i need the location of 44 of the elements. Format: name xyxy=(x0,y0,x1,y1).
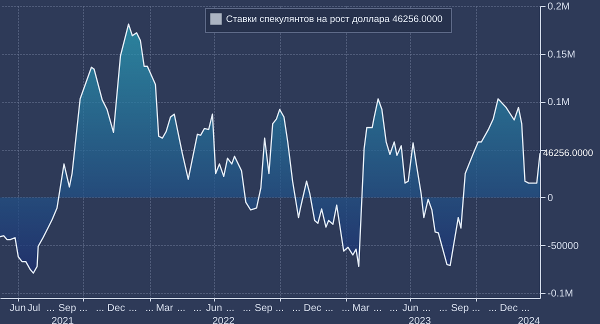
legend-label: Ставки спекулянтов на рост доллара 46256.0000 xyxy=(226,14,443,25)
x-tick-label: ... xyxy=(128,303,138,314)
x-tick-label: Jun xyxy=(402,303,418,314)
x-tick-label: ... xyxy=(422,303,431,314)
x-tick-label: ... xyxy=(390,303,398,314)
x-tick-label: ... xyxy=(373,303,382,314)
x-tick-label: Jun xyxy=(10,303,26,314)
y-tick-label: 0.2M xyxy=(548,2,570,12)
x-tick-label: ... xyxy=(193,303,202,314)
x-tick-label: ... xyxy=(488,303,497,314)
x-tick-label: ... xyxy=(292,303,301,314)
x-tick-label: Dec xyxy=(304,303,322,314)
x-tick-label: Sep xyxy=(254,303,273,314)
annotation: 46256.0000 xyxy=(543,148,594,160)
x-tick-label: Mar xyxy=(352,303,370,314)
x-tick-label: Mar xyxy=(156,303,174,314)
x-tick-label: ... xyxy=(276,303,284,314)
x-tick-label: Dec xyxy=(107,303,126,314)
x-tick-label: Sep xyxy=(58,303,77,314)
text: 2022 xyxy=(212,316,236,324)
y-tick-label: 0 xyxy=(548,192,554,204)
x-tick-label: ... xyxy=(521,303,530,314)
x-tick-label: ... xyxy=(342,303,350,314)
x-tick-label: ... xyxy=(439,303,448,314)
x-tick-label: Jul xyxy=(27,303,40,314)
text: 2023 xyxy=(408,316,432,324)
x-tick-label: ... xyxy=(472,303,480,314)
x-tick-label: ... xyxy=(46,303,55,314)
x-tick-label: Sep xyxy=(450,303,470,314)
y-tick-label: -50000 xyxy=(548,240,580,252)
x-tick-label: Dec xyxy=(500,303,518,314)
y-tick-label: 0.15M xyxy=(548,49,576,60)
text: 2021 xyxy=(52,316,74,324)
x-tick-label: ... xyxy=(177,303,186,314)
x-tick-label: Jun xyxy=(206,303,222,314)
x-tick-label: ... xyxy=(79,303,88,314)
x-tick-label: ... xyxy=(96,303,104,314)
x-tick-label: ... xyxy=(242,303,252,314)
x-tick-label: ... xyxy=(145,303,154,314)
x-tick-label: ... xyxy=(226,303,234,314)
y-tick-label: -0.1M xyxy=(548,288,574,300)
y-tick-label: 0.1M xyxy=(548,97,570,108)
x-tick-label: ... xyxy=(324,303,334,314)
text: 2024 xyxy=(518,316,541,324)
